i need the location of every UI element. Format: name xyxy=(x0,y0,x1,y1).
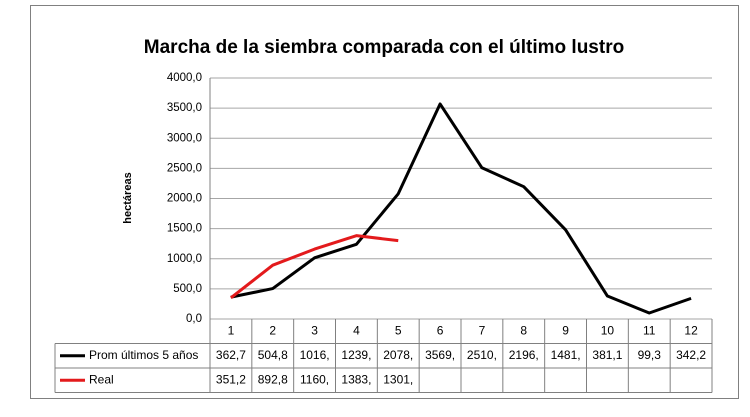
y-tick-label: 2500,0 xyxy=(167,162,202,174)
y-axis-label: hectáreas xyxy=(122,172,134,223)
table-value: 1160, xyxy=(300,372,329,386)
y-tick-label: 2000,0 xyxy=(167,193,202,205)
x-tick-label: 8 xyxy=(520,323,527,337)
x-tick-label: 3 xyxy=(311,323,318,337)
x-tick-label: 10 xyxy=(601,323,615,337)
table-value: 2510, xyxy=(467,348,497,362)
y-tick-label: 3000,0 xyxy=(167,132,202,144)
chart-border xyxy=(30,5,739,399)
y-tick-label: 1000,0 xyxy=(167,253,202,265)
chart-title: Marcha de la siembra comparada con el úl… xyxy=(144,37,624,58)
x-tick-label: 11 xyxy=(643,323,656,337)
series-line xyxy=(229,234,399,300)
x-tick-label: 1 xyxy=(228,323,235,337)
y-tick-label: 4000,0 xyxy=(167,72,202,84)
table-value: 3569, xyxy=(425,348,455,362)
y-tick-label: 1500,0 xyxy=(167,223,202,235)
y-tick-label: 500,0 xyxy=(173,283,202,295)
table-value: 1481, xyxy=(551,348,581,362)
x-tick-label: 7 xyxy=(479,323,486,337)
table-value: 1016, xyxy=(300,348,330,362)
x-tick-label: 9 xyxy=(562,323,569,337)
x-tick-label: 4 xyxy=(353,323,360,337)
legend-label: Prom últimos 5 años xyxy=(89,348,198,362)
x-tick-label: 12 xyxy=(684,323,698,337)
x-tick-label: 5 xyxy=(395,323,402,337)
table-value: 504,8 xyxy=(258,348,288,362)
table-value: 351,2 xyxy=(216,372,246,386)
x-tick-label: 2 xyxy=(269,323,276,337)
y-tick-label: 3500,0 xyxy=(167,102,202,114)
series-line xyxy=(230,102,692,315)
table-value: 2196, xyxy=(509,348,539,362)
table-value: 1383, xyxy=(341,372,371,386)
x-tick-label: 6 xyxy=(437,323,444,337)
table-value: 892,8 xyxy=(258,372,288,386)
legend-label: Real xyxy=(89,372,114,386)
table-value: 1301, xyxy=(383,372,413,386)
table-value: 362,7 xyxy=(216,348,246,362)
table-value: 2078, xyxy=(383,348,413,362)
table-value: 381,1 xyxy=(592,348,622,362)
table-value: 342,2 xyxy=(676,348,706,362)
table-value: 1239, xyxy=(341,348,371,362)
table-value: 99,3 xyxy=(638,348,662,362)
y-tick-label: 0,0 xyxy=(186,313,202,325)
